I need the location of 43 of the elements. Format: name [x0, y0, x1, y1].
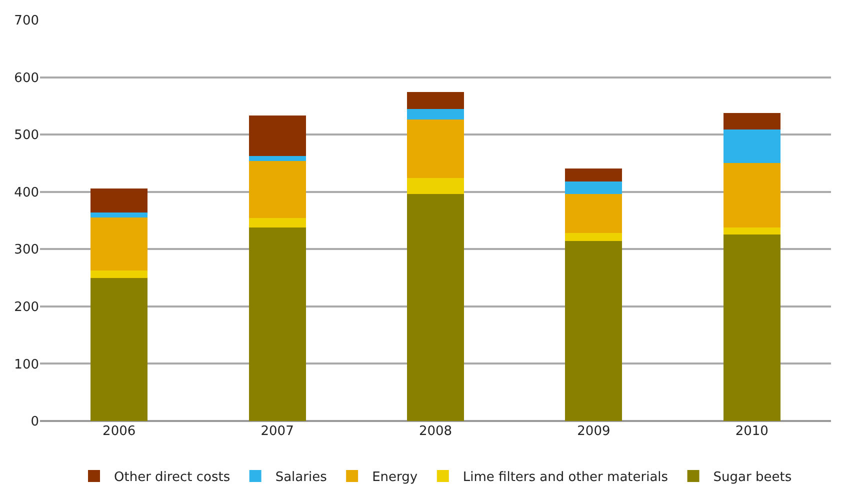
bar [407, 120, 464, 178]
bar [723, 163, 780, 228]
bar [723, 227, 780, 234]
bar [90, 218, 148, 270]
x-tick-label: 2008 [418, 424, 452, 439]
y-tick-label: 200 [14, 300, 39, 315]
bar [90, 188, 148, 212]
bar [407, 92, 464, 109]
legend-label: Other direct costs [114, 470, 230, 486]
y-tick-label: 700 [14, 14, 39, 29]
bar [248, 218, 306, 228]
bar [90, 212, 148, 218]
legend-label: Energy [372, 470, 418, 486]
bar [407, 108, 464, 120]
x-tick-label: 2007 [260, 424, 294, 439]
bar [565, 233, 622, 242]
bar [248, 227, 306, 421]
legend-label: Salaries [275, 470, 328, 486]
x-tick-label: 2010 [735, 424, 768, 439]
bar [565, 241, 622, 421]
legend-label: Lime filters and other materials [462, 470, 668, 486]
bar [407, 194, 464, 421]
bar [723, 234, 780, 421]
bar [407, 178, 464, 194]
bar [723, 112, 780, 130]
y-tick-label: 500 [14, 128, 39, 144]
bar [248, 160, 306, 218]
bar [90, 278, 148, 421]
x-tick-label: 2006 [102, 424, 136, 439]
bar [248, 156, 306, 161]
bar [565, 168, 622, 182]
y-tick-label: 100 [14, 357, 39, 372]
x-tick-label: 2009 [577, 424, 610, 439]
y-tick-label: 600 [14, 70, 39, 86]
y-tick-label: 0 [30, 414, 39, 430]
bar [248, 116, 306, 156]
bar [565, 194, 622, 234]
y-tick-label: 300 [14, 242, 39, 258]
legend-label: Sugar beets [713, 470, 792, 486]
bar [90, 270, 148, 278]
y-tick-label: 400 [14, 185, 39, 200]
bar [723, 129, 780, 164]
bar [565, 182, 622, 194]
